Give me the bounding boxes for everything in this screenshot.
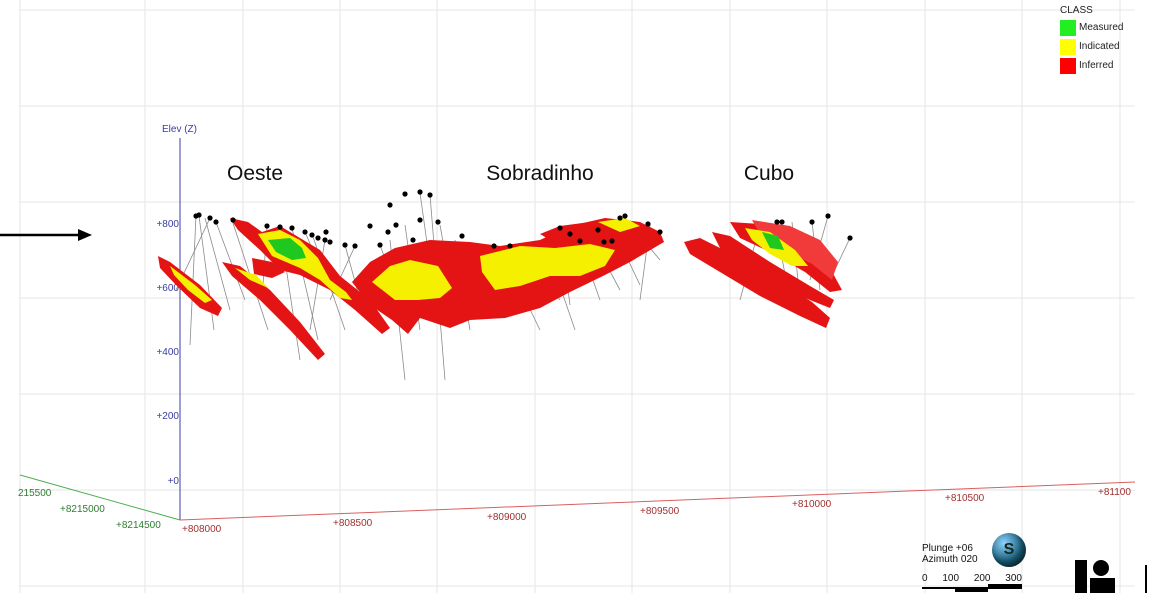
azimuth-readout: Azimuth 020 <box>922 554 978 565</box>
plunge-readout: Plunge +06 <box>922 543 973 554</box>
scale-label: 100 <box>942 573 960 584</box>
y-tick-labels: 215500 +8215000 +8214500 <box>18 488 161 531</box>
z-tick-label: +0 <box>168 476 180 487</box>
scale-label: 200 <box>973 573 991 584</box>
x-axis <box>179 481 1136 521</box>
class-legend: CLASS Measured Indicated Inferred <box>1060 5 1148 75</box>
text-cursor <box>1145 565 1147 593</box>
legend-item-measured: Measured <box>1060 18 1148 37</box>
z-axis-label: Elev (Z) <box>162 124 197 135</box>
scale-bar: 0 100 200 300 <box>922 573 1032 595</box>
y-tick-label: +8215000 <box>60 504 105 515</box>
scale-label: 0 <box>922 573 928 584</box>
z-tick-label: +400 <box>156 347 179 358</box>
x-tick-labels: +808000 +808500 +809000 +809500 +810000 … <box>182 487 1131 535</box>
legend-label: Indicated <box>1079 41 1120 52</box>
deposit-label-west: Oeste <box>227 162 283 185</box>
legend-title: CLASS <box>1060 5 1093 16</box>
y-axis <box>19 474 181 521</box>
legend-item-indicated: Indicated <box>1060 37 1148 56</box>
z-tick-label: +800 <box>156 219 179 230</box>
legend-item-inferred: Inferred <box>1060 56 1148 75</box>
deposit-label-east: Cubo <box>744 162 794 185</box>
company-logo <box>1075 560 1115 593</box>
y-tick-label: +8214500 <box>116 520 161 531</box>
orebody-oeste <box>158 218 390 360</box>
legend-swatch-inferred <box>1060 57 1076 74</box>
legend-label: Inferred <box>1079 60 1114 71</box>
z-tick-labels: +800 +600 +400 +200 +0 <box>156 219 179 487</box>
drillhole-collars <box>193 189 853 249</box>
z-tick-label: +200 <box>156 411 179 422</box>
legend-label: Measured <box>1079 22 1124 33</box>
y-tick-label: 215500 <box>18 488 52 499</box>
compass-letter: S <box>1003 541 1015 558</box>
view-compass[interactable]: S <box>992 533 1026 567</box>
z-tick-label: +600 <box>156 283 179 294</box>
x-tick-label: +809000 <box>487 512 527 523</box>
annotation-arrow <box>0 229 92 241</box>
legend-swatch-indicated <box>1060 38 1076 55</box>
orebody-sobradinho <box>352 218 664 334</box>
x-tick-label: +808000 <box>182 524 222 535</box>
legend-swatch-measured <box>1060 19 1076 36</box>
x-tick-label: +808500 <box>333 518 373 529</box>
view-orientation: Plunge +06 Azimuth 020 <box>922 543 978 565</box>
orebody-cubo <box>684 220 842 328</box>
x-tick-label: +809500 <box>640 506 680 517</box>
x-tick-label: +81100 <box>1098 487 1131 498</box>
x-tick-label: +810500 <box>945 493 985 504</box>
scale-label: 300 <box>1005 573 1022 584</box>
x-tick-label: +810000 <box>792 499 832 510</box>
deposit-label-center: Sobradinho <box>486 162 593 185</box>
scale-bar-graphic <box>922 584 1022 592</box>
